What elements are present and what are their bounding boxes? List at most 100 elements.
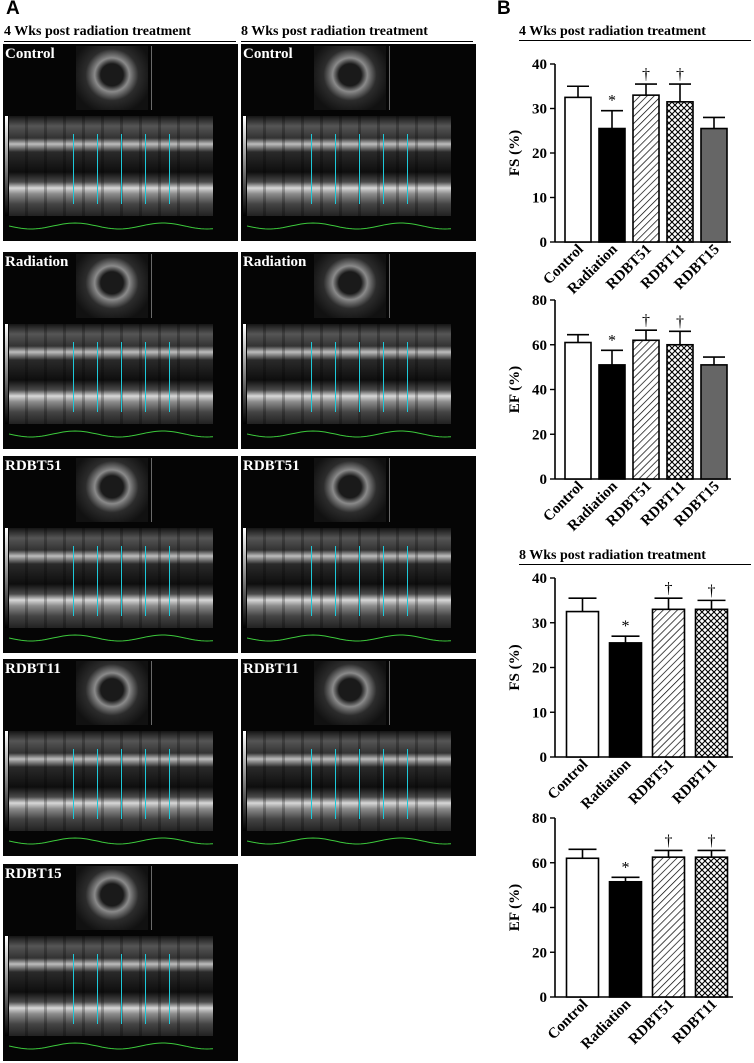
scale-bar	[151, 661, 152, 725]
measurement-line	[169, 134, 170, 204]
echo-4wks-rdbt51: RDBT51	[3, 456, 238, 653]
bar-radiation	[598, 127, 626, 243]
m-mode-trace	[247, 116, 451, 216]
m-mode-trace	[247, 324, 451, 424]
bar-radiation	[608, 880, 643, 998]
scale-bar	[151, 254, 152, 318]
scale-bar	[389, 46, 390, 110]
ecg-trace	[9, 1042, 213, 1050]
x-tick-label: RDBT51	[626, 997, 677, 1048]
ecg-trace	[247, 222, 451, 230]
x-tick-label: RDBT51	[626, 757, 677, 808]
measurement-line	[169, 749, 170, 819]
measurement-line	[97, 546, 98, 616]
echo-group-label: Control	[243, 46, 293, 62]
m-mode-trace	[247, 528, 451, 628]
bar-rdbt51	[651, 608, 686, 758]
y-tick-label: 80	[532, 811, 547, 827]
measurement-line	[169, 342, 170, 412]
y-tick-label: 20	[532, 945, 547, 961]
ecg-trace	[9, 222, 213, 230]
bar-control	[564, 96, 592, 243]
measurement-line	[145, 342, 146, 412]
measurement-line	[73, 134, 74, 204]
bar-rdbt51	[632, 94, 660, 243]
measurement-line	[407, 546, 408, 616]
significance-mark: *	[622, 859, 630, 876]
measurement-line	[335, 749, 336, 819]
x-tick-label: Control	[545, 757, 591, 803]
measurement-line	[97, 954, 98, 1024]
y-tick-label: 0	[540, 235, 548, 251]
significance-mark: *	[608, 332, 616, 349]
echo-8wks-control: Control	[241, 44, 476, 241]
echo-4wks-rdbt15: RDBT15	[3, 864, 238, 1061]
significance-mark: †	[676, 66, 684, 83]
b-mode-image	[76, 254, 148, 318]
measurement-line	[383, 134, 384, 204]
measurement-line	[311, 134, 312, 204]
echo-8wks-rdbt51: RDBT51	[241, 456, 476, 653]
echo-group-label: RDBT15	[5, 866, 62, 882]
measurement-line	[383, 749, 384, 819]
measurement-line	[73, 954, 74, 1024]
scale-bar	[389, 458, 390, 522]
measurement-line	[73, 342, 74, 412]
ecg-trace	[247, 430, 451, 438]
b-mode-image	[314, 46, 386, 110]
bar-rdbt15	[700, 127, 728, 243]
m-mode-trace	[9, 936, 213, 1036]
measurement-line	[97, 134, 98, 204]
ecg-trace	[247, 837, 451, 845]
x-tick-label: Control	[545, 997, 591, 1043]
b-mode-image	[314, 458, 386, 522]
gray-bar	[5, 324, 8, 424]
echo-group-label: RDBT11	[243, 661, 299, 677]
bar-rdbt11	[666, 343, 694, 480]
echo-group-label: RDBT11	[5, 661, 61, 677]
echo-group-label: Radiation	[243, 254, 307, 270]
b-mode-image	[76, 661, 148, 725]
significance-mark: †	[676, 313, 684, 330]
echo-group-label: RDBT51	[243, 458, 300, 474]
y-tick-label: 80	[532, 293, 547, 309]
echo-8wks-rdbt11: RDBT11	[241, 659, 476, 856]
measurement-line	[359, 342, 360, 412]
m-mode-trace	[9, 324, 213, 424]
y-tick-label: 20	[532, 146, 547, 162]
gray-bar	[243, 116, 246, 216]
echo-4wks-radiation: Radiation	[3, 252, 238, 449]
y-tick-label: 20	[532, 427, 547, 443]
measurement-line	[145, 749, 146, 819]
col-header-8wks: 8 Wks post radiation treatment	[241, 24, 473, 42]
m-mode-trace	[247, 731, 451, 831]
gray-bar	[243, 324, 246, 424]
measurement-line	[73, 546, 74, 616]
scale-bar	[389, 254, 390, 318]
measurement-line	[121, 546, 122, 616]
y-tick-label: 30	[532, 616, 547, 632]
m-mode-trace	[9, 731, 213, 831]
scale-bar	[389, 661, 390, 725]
significance-mark: †	[708, 832, 716, 849]
bar-rdbt51	[651, 856, 686, 998]
echo-group-label: Control	[5, 46, 55, 62]
measurement-line	[169, 954, 170, 1024]
b-mode-image	[314, 254, 386, 318]
scale-bar	[151, 866, 152, 930]
bar-rdbt51	[632, 339, 660, 480]
echo-4wks-rdbt11: RDBT11	[3, 659, 238, 856]
echo-group-label: RDBT51	[5, 458, 62, 474]
gray-bar	[5, 731, 8, 831]
x-tick-label: Radiation	[565, 241, 622, 298]
measurement-line	[335, 134, 336, 204]
x-tick-label: RDBT11	[670, 997, 721, 1048]
scale-bar	[151, 46, 152, 110]
bar-rdbt11	[694, 608, 729, 758]
bar-control	[564, 341, 592, 480]
m-mode-trace	[9, 116, 213, 216]
gray-bar	[5, 528, 8, 628]
section-header-8wks: 8 Wks post radiation treatment	[519, 548, 751, 565]
measurement-line	[97, 749, 98, 819]
significance-mark: †	[642, 66, 650, 83]
